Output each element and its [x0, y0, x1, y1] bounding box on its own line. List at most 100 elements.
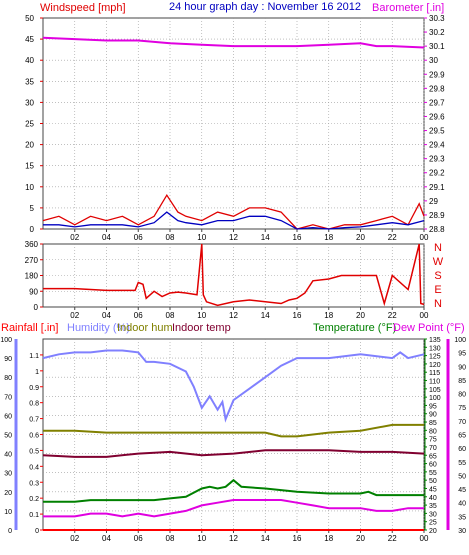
x-tick-label: 12 — [229, 311, 238, 320]
temperature-tick-label: 80 — [429, 428, 437, 435]
rainfall-tick-label: 0.5 — [29, 448, 39, 455]
windspeed-tick-label: 40 — [25, 56, 34, 65]
dew-point-tick-label: 60 — [458, 446, 466, 453]
humidity-tick-label: 80 — [4, 375, 12, 382]
dew-point-tick-label: 65 — [458, 433, 466, 440]
dew-point-tick-label: 85 — [458, 378, 466, 385]
temperature-tick-label: 40 — [429, 495, 437, 502]
compass-label: S — [434, 270, 441, 282]
dew-point-tick-label: 45 — [458, 487, 466, 494]
direction-panel-x-ticks: 02 04 06 08 10 12 14 16 18 20 22 00 — [70, 307, 429, 320]
temperature-tick-label: 20 — [429, 528, 437, 535]
windspeed-tick-label: 10 — [25, 183, 34, 192]
temperature-tick-label: 45 — [429, 486, 437, 493]
temperature-tick-label: 110 — [429, 379, 440, 386]
barometer-line — [42, 36, 425, 49]
barometer-tick-label: 30.1 — [429, 42, 445, 51]
chart-title: 24 hour graph day : November 16 2012 — [169, 1, 361, 13]
x-tick-label: 02 — [70, 534, 79, 543]
barometer-axis-title: Barometer [.in] — [372, 2, 444, 14]
barometer-tick-label: 29.6 — [429, 112, 445, 121]
rainfall-tick-label: 0.2 — [29, 496, 39, 503]
x-tick-label: 00 — [420, 311, 429, 320]
x-tick-label: 14 — [261, 534, 270, 543]
indoor-temp-line — [42, 449, 425, 458]
windspeed-axis-ticks: 0 5 10 15 20 25 30 35 40 45 50 — [25, 14, 43, 234]
dew-point-tick-label: 35 — [458, 514, 466, 521]
temperature-tick-label: 90 — [429, 412, 437, 419]
humidity-tick-label: 0 — [8, 528, 12, 535]
barometer-tick-label: 30 — [429, 56, 438, 65]
rainfall-tick-label: 1.1 — [29, 353, 39, 360]
rainfall-tick-label: 0.9 — [29, 385, 39, 392]
wind-direction-line — [43, 243, 425, 307]
temperature-tick-label: 60 — [429, 462, 437, 469]
humidity-tick-label: 60 — [4, 413, 12, 420]
dew-point-tick-label: 80 — [458, 392, 466, 399]
temperature-axis-ticks: 2025303540455055606570758085909510010511… — [424, 337, 441, 535]
temperature-tick-label: 25 — [429, 520, 437, 527]
x-tick-label: 16 — [293, 534, 302, 543]
windspeed-tick-label: 25 — [25, 120, 34, 129]
rainfall-tick-label: 0.3 — [29, 480, 39, 487]
x-tick-label: 00 — [420, 534, 429, 543]
barometer-tick-label: 29.9 — [429, 70, 445, 79]
windspeed-tick-label: 20 — [25, 141, 34, 150]
humidity-line — [42, 349, 425, 423]
direction-tick-label: 360 — [25, 240, 39, 249]
humidity-tick-label: 40 — [4, 452, 12, 459]
legend-dew-point: Dew Point (°F) — [393, 322, 465, 334]
dew-point-tick-label: 100 — [454, 337, 466, 344]
x-tick-label: 06 — [134, 311, 143, 320]
indoor-hum-line — [43, 423, 424, 438]
temperature-line — [43, 478, 424, 503]
dew-point-tick-label: 90 — [458, 364, 466, 371]
barometer-tick-label: 29.8 — [429, 84, 445, 93]
x-tick-label: 20 — [356, 311, 365, 320]
temperature-tick-label: 50 — [429, 478, 437, 485]
temperature-tick-label: 55 — [429, 470, 437, 477]
temperature-tick-label: 95 — [429, 403, 437, 410]
windspeed-tick-label: 30 — [25, 98, 34, 107]
wind-panel-x-ticks: 02 04 06 08 10 12 14 16 18 20 22 00 — [70, 229, 429, 242]
x-tick-label: 10 — [197, 311, 206, 320]
rainfall-tick-label: 0.1 — [29, 512, 39, 519]
rainfall-axis-ticks: 0 0.1 0.2 0.3 0.4 0.5 0.6 0.7 0.8 0.9 1 1.1 — [29, 353, 43, 535]
humidity-tick-label: 70 — [4, 394, 12, 401]
windspeed-tick-label: 5 — [30, 204, 35, 213]
dew-point-tick-label: 75 — [458, 405, 466, 412]
x-tick-label: 02 — [70, 233, 79, 242]
direction-axis-ticks: 0 90 180 270 360 — [25, 240, 43, 312]
temperature-tick-label: 125 — [429, 354, 441, 361]
rainfall-tick-label: 0.7 — [29, 417, 39, 424]
dew-point-tick-label: 70 — [458, 419, 466, 426]
humidity-tick-label: 90 — [4, 356, 12, 363]
x-tick-label: 12 — [229, 534, 238, 543]
dew-point-tick-label: 40 — [458, 501, 466, 508]
barometer-tick-label: 28.8 — [429, 225, 445, 234]
rainfall-tick-label: 0.6 — [29, 433, 39, 440]
windspeed-tick-label: 50 — [25, 14, 34, 23]
temperature-tick-label: 30 — [429, 511, 437, 518]
x-tick-label: 18 — [324, 311, 333, 320]
compass-label: W — [433, 256, 444, 268]
humidity-tick-label: 30 — [4, 471, 12, 478]
legend-indoor-temp: Indoor temp — [172, 322, 231, 334]
wind-panel-grid — [43, 18, 425, 229]
x-tick-label: 22 — [388, 311, 397, 320]
humidity-tick-label: 10 — [4, 509, 12, 516]
x-tick-label: 08 — [166, 534, 175, 543]
x-tick-label: 16 — [293, 311, 302, 320]
x-tick-label: 06 — [134, 233, 143, 242]
x-tick-label: 18 — [324, 534, 333, 543]
temperature-tick-label: 100 — [429, 395, 441, 402]
temperature-tick-label: 75 — [429, 437, 437, 444]
barometer-tick-label: 29.3 — [429, 155, 445, 164]
bottom-legend: Rainfall [.in] Humidity (%) Indoor hum I… — [1, 322, 465, 334]
x-tick-label: 02 — [70, 311, 79, 320]
humidity-axis-ticks: 0 10 20 30 40 50 60 70 80 90 100 — [0, 337, 18, 535]
